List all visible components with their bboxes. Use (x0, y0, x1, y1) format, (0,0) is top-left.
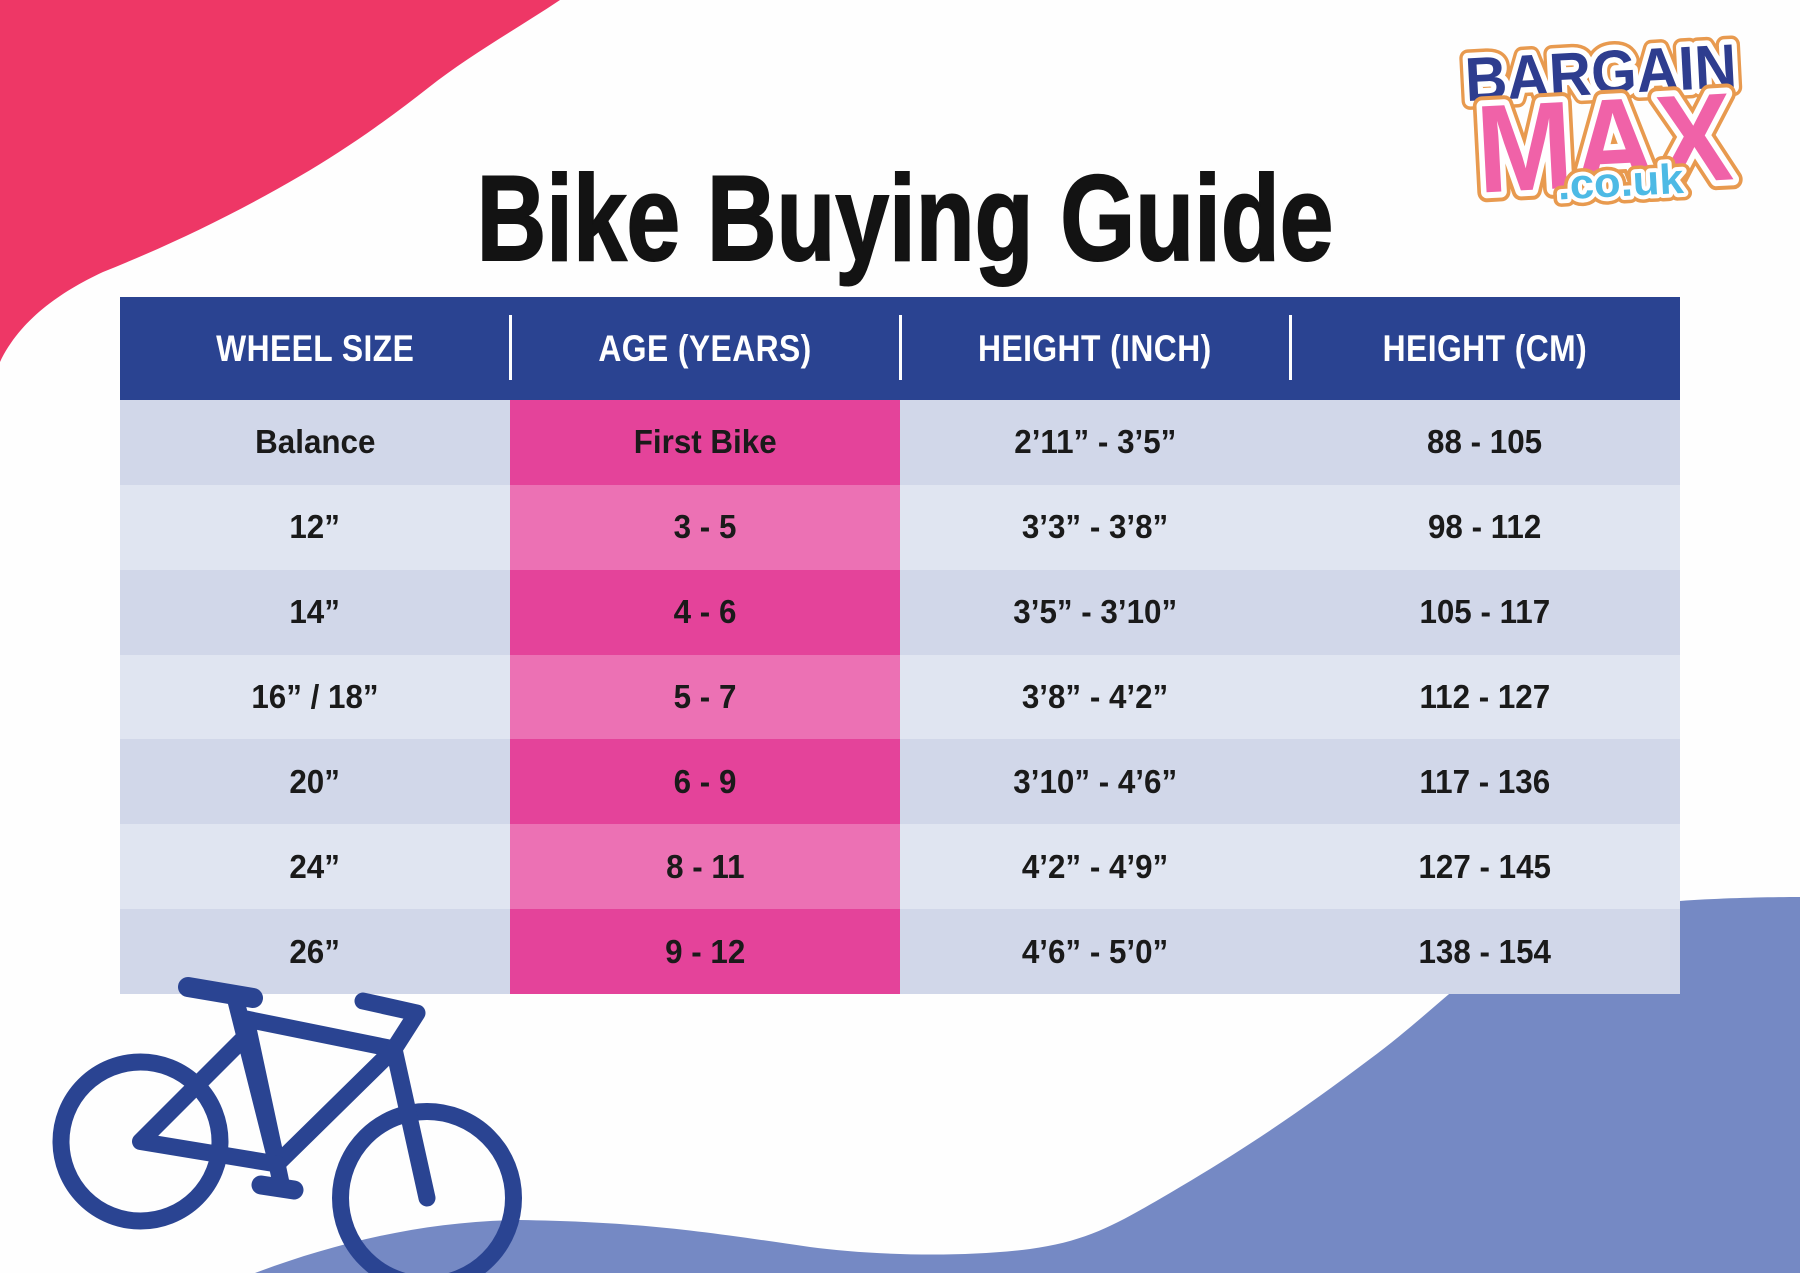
svg-text:.co.uk: .co.uk (1556, 155, 1685, 209)
svg-text:.co.uk: .co.uk (1556, 155, 1685, 209)
svg-text:BARGAIN: BARGAIN (1463, 32, 1738, 115)
svg-text:MAX: MAX (1473, 67, 1736, 219)
svg-text:BARGAIN: BARGAIN (1463, 32, 1738, 115)
svg-text:MAX: MAX (1473, 67, 1736, 219)
svg-text:MAX: MAX (1473, 67, 1736, 219)
